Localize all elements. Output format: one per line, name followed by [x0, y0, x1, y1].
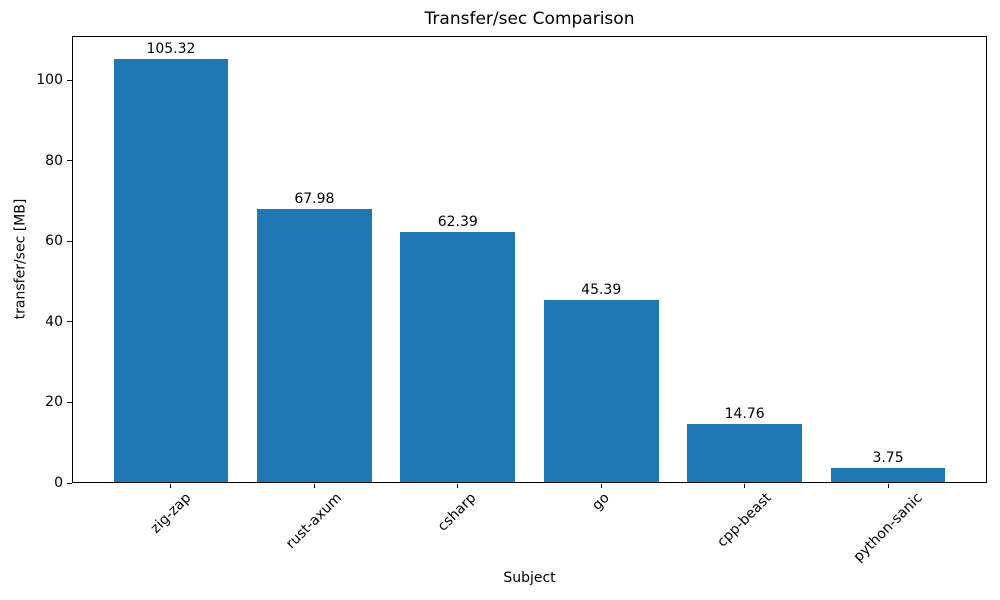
y-tick-mark [67, 482, 72, 484]
bar-value-label: 3.75 [872, 449, 904, 466]
bar-value-label: 105.32 [146, 40, 196, 57]
x-tick-label: zig-zap [147, 490, 194, 537]
bar-value-label: 62.39 [437, 213, 478, 230]
bar-rust-axum [257, 209, 372, 483]
x-tick-label: go [589, 490, 613, 514]
y-tick-mark [67, 160, 72, 162]
x-tick-label: rust-axum [282, 490, 346, 553]
bar-go [543, 300, 659, 483]
y-tick-label: 20 [45, 394, 63, 411]
y-tick-mark [67, 240, 72, 242]
x-axis-label: Subject [503, 570, 556, 586]
bar-python-sanic [830, 467, 946, 483]
x-tick-label: python-sanic [850, 490, 926, 566]
bar-csharp [400, 231, 516, 483]
x-tick-mark [600, 484, 602, 488]
x-tick-mark [170, 484, 172, 488]
x-tick-mark [457, 484, 459, 488]
y-axis-label: transfer/sec [MB] [12, 198, 29, 320]
y-tick-label: 0 [54, 475, 63, 491]
y-tick-mark [67, 401, 72, 403]
bar-cpp-beast [687, 423, 802, 483]
bar-value-label: 14.76 [724, 405, 765, 422]
y-tick-label: 80 [45, 152, 63, 169]
x-tick-mark [744, 484, 746, 488]
bar-value-label: 67.98 [294, 191, 335, 208]
bar-zig-zap [113, 58, 229, 483]
y-tick-mark [67, 79, 72, 81]
y-tick-label: 60 [45, 233, 63, 250]
y-tick-label: 100 [36, 72, 63, 89]
x-tick-mark [887, 484, 889, 488]
y-tick-mark [67, 321, 72, 323]
y-tick-label: 40 [45, 313, 63, 330]
x-tick-mark [313, 484, 315, 488]
bar-value-label: 45.39 [581, 282, 622, 299]
chart-title: Transfer/sec Comparison [424, 9, 635, 29]
x-tick-label: csharp [435, 490, 480, 535]
x-tick-label: cpp-beast [714, 490, 775, 551]
